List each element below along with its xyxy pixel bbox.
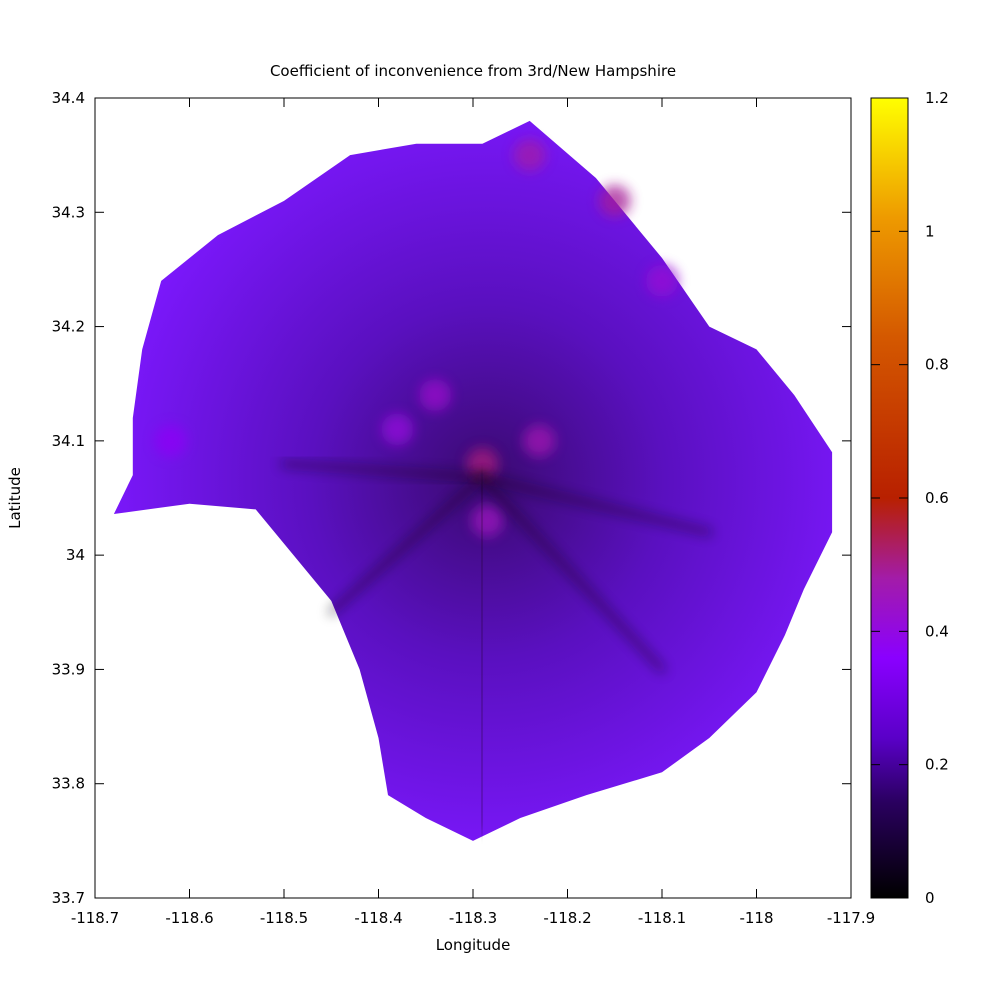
hotspot-6 xyxy=(466,447,499,480)
x-tick-label-5: -118.2 xyxy=(543,909,591,927)
hotspot-7 xyxy=(471,504,504,537)
y-tick-label-1: 33.8 xyxy=(52,775,85,793)
ray-group xyxy=(281,460,713,833)
x-axis-label: Longitude xyxy=(436,936,511,954)
y-axis-label: Latitude xyxy=(6,467,24,529)
x-tick-label-7: -118 xyxy=(739,909,773,927)
colorbar: 0 0.2 0.4 0.6 0.8 1 1.2 xyxy=(870,89,949,907)
data-field xyxy=(113,120,833,841)
x-tick-label-2: -118.5 xyxy=(260,909,308,927)
cbar-tick-label-6: 1.2 xyxy=(925,89,949,107)
hotspot-0 xyxy=(513,139,546,172)
hotspot-5 xyxy=(419,379,452,412)
y-tick-label-0: 33.7 xyxy=(52,889,85,907)
y-tick-label-5: 34.2 xyxy=(52,318,85,336)
x-tick-label-6: -118.1 xyxy=(638,909,686,927)
hotspot-3 xyxy=(523,424,556,457)
x-tick-label-3: -118.4 xyxy=(354,909,402,927)
coverage-area xyxy=(113,120,833,841)
cbar-tick-label-5: 1 xyxy=(925,222,935,240)
cbar-tick-label-3: 0.6 xyxy=(925,489,949,507)
y-tick-label-6: 34.3 xyxy=(52,203,85,221)
cbar-tick-label-0: 0 xyxy=(925,889,935,907)
y-tick-label-3: 34 xyxy=(66,546,85,564)
y-tick-label-2: 33.9 xyxy=(52,660,85,678)
x-axis: -118.7 -118.6 -118.5 -118.4 -118.3 -118.2 -118… xyxy=(71,98,875,927)
hotspot-4 xyxy=(381,413,414,446)
colorbar-ticks: 0 0.2 0.4 0.6 0.8 1 1.2 xyxy=(871,89,949,907)
chart-title: Coefficient of inconvenience from 3rd/Ne… xyxy=(270,62,676,80)
cbar-tick-label-2: 0.4 xyxy=(925,622,949,640)
x-tick-label-1: -118.6 xyxy=(165,909,213,927)
hotspot-8 xyxy=(154,424,187,457)
ray-4 xyxy=(328,474,485,616)
hotspot-2 xyxy=(646,264,678,297)
hotspot-1 xyxy=(598,184,631,217)
ray-3 xyxy=(478,474,713,536)
y-tick-label-7: 34.4 xyxy=(52,89,85,107)
ray-0 xyxy=(281,460,485,481)
x-tick-label-4: -118.3 xyxy=(449,909,497,927)
x-tick-label-8: -117.9 xyxy=(827,909,875,927)
ray-2 xyxy=(478,474,665,673)
ray-1 xyxy=(478,474,486,833)
plot-area xyxy=(94,97,852,899)
x-tick-label-0: -118.7 xyxy=(71,909,119,927)
cbar-tick-label-4: 0.8 xyxy=(925,356,949,374)
y-axis: 33.7 33.8 33.9 34 34.1 34.2 34.3 34.4 xyxy=(52,89,851,907)
y-tick-label-4: 34.1 xyxy=(52,432,85,450)
cbar-tick-label-1: 0.2 xyxy=(925,756,949,774)
